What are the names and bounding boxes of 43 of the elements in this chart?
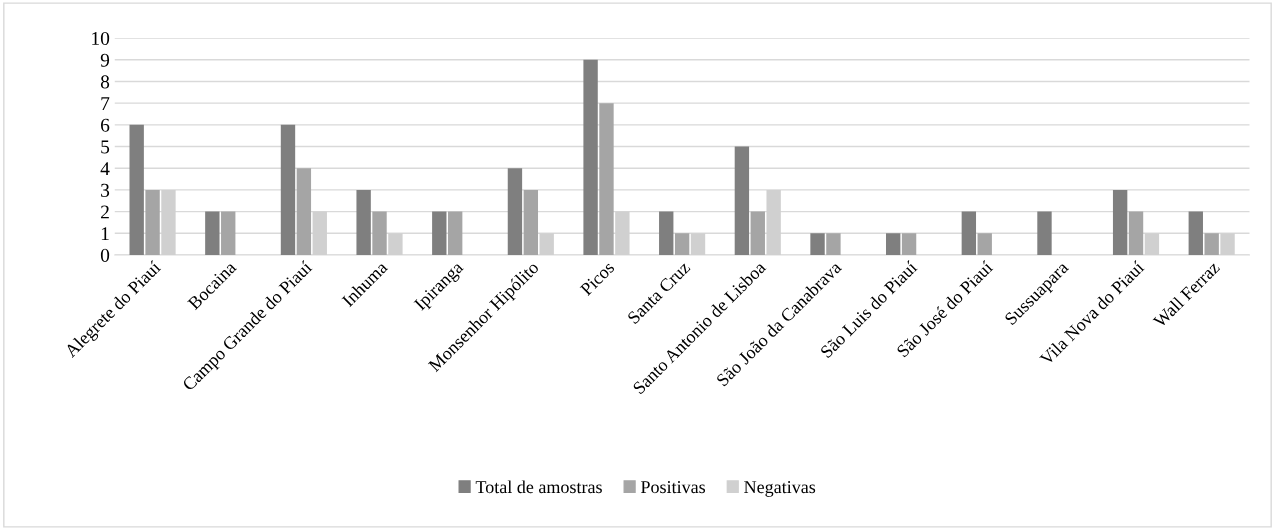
bar [810,233,825,255]
y-tick-label: 7 [101,97,110,110]
bar [129,124,144,255]
bar [826,233,841,255]
bar [296,168,312,255]
bar [1188,211,1203,255]
bar [280,124,296,255]
bar [523,189,539,255]
y-tick-label: 3 [101,183,110,197]
bar [372,211,387,255]
bar [221,211,236,255]
legend-label: Total de amostras [475,480,602,494]
bar [886,233,901,255]
bar [583,59,598,255]
bar [659,211,674,255]
legend-label: Negativas [744,481,816,497]
bar [507,168,523,255]
bar [432,211,447,255]
y-tick-label: 10 [92,31,110,46]
y-tick-label: 0 [100,248,110,262]
bar [447,211,463,255]
bar [205,211,220,255]
bar [901,233,917,255]
bar [1112,189,1128,255]
bar [1204,233,1219,255]
y-tick-label: 4 [100,162,110,175]
bar [1037,211,1052,255]
bar [674,233,690,255]
y-tick-label: 2 [101,205,109,219]
legend-label: Positivas [640,481,706,494]
bar [1128,211,1144,255]
bar [599,103,614,255]
bar [356,189,371,255]
y-tick-label: 1 [101,227,109,241]
y-tick-label: 8 [100,75,110,89]
bar [734,146,750,255]
y-tick-label: 6 [101,118,110,132]
bar [750,211,765,255]
bar [977,233,992,255]
y-tick-label: 5 [101,140,110,154]
bar [145,189,160,255]
bar [961,211,977,255]
y-tick-label: 9 [100,53,110,67]
